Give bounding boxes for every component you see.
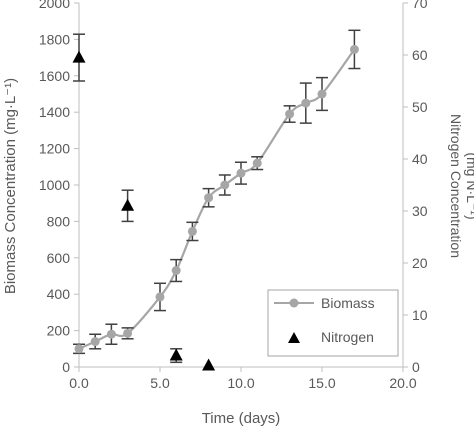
biomass-point	[187, 226, 197, 236]
legend-box	[267, 289, 399, 357]
biomass-point	[301, 98, 311, 108]
biomass-point	[90, 337, 100, 347]
x-tick-label: 15.0	[308, 375, 335, 391]
legend-biomass-label: Biomass	[321, 295, 375, 311]
nitrogen-point	[202, 358, 216, 371]
biomass-point	[123, 328, 133, 338]
biomass-point	[171, 266, 181, 276]
y-left-tick-label: 1400	[39, 104, 70, 120]
legend-biomass-marker	[289, 298, 299, 308]
biomass-point	[204, 193, 214, 203]
biomass-point	[317, 89, 327, 99]
nitrogen-point	[121, 198, 135, 211]
y-right-axis-title-line1: Nitrogen Concentration	[448, 114, 464, 258]
y-left-tick-label: 0	[62, 359, 70, 375]
nitrogen-point	[72, 50, 86, 63]
y-right-tick-label: 0	[412, 359, 420, 375]
biomass-point	[106, 329, 116, 339]
y-left-tick-label: 1600	[39, 68, 70, 84]
x-axis-tick-labels: 0.0 5.0 10.0 15.0 20.0	[69, 367, 417, 391]
x-tick-label: 0.0	[69, 375, 89, 391]
biomass-point	[220, 180, 230, 190]
legend-nitrogen-marker	[288, 332, 300, 343]
y-left-tick-label: 1800	[39, 31, 70, 47]
biomass-point	[155, 292, 165, 302]
y-left-axis-title: Biomass Concentration (mg·L⁻¹)	[2, 78, 19, 294]
y-right-tick-label: 20	[412, 255, 428, 271]
x-tick-label: 10.0	[227, 375, 254, 391]
y-right-tick-label: 70	[412, 0, 428, 11]
y-right-axis-title-line2: (mg N·L⁻¹)	[464, 152, 474, 219]
x-tick-label: 20.0	[389, 375, 416, 391]
y-right-tick-label: 10	[412, 307, 428, 323]
legend-nitrogen-label: Nitrogen	[321, 329, 374, 345]
y-left-axis-tick-labels: 0 200 400 600 800 1000 1200 1400 1600 1800 2000	[39, 0, 79, 375]
y-left-tick-label: 800	[47, 213, 71, 229]
biomass-point	[74, 344, 84, 354]
y-right-tick-label: 50	[412, 99, 428, 115]
biomass-point	[349, 44, 359, 54]
x-axis-title: Time (days)	[202, 410, 281, 427]
y-left-tick-label: 2000	[39, 0, 70, 11]
x-tick-label: 5.0	[150, 375, 170, 391]
y-right-axis-tick-labels: 0 10 20 30 40 50 60 70	[403, 0, 428, 375]
y-left-tick-label: 600	[47, 250, 71, 266]
nitrogen-point	[169, 348, 183, 361]
y-left-tick-label: 1000	[39, 177, 70, 193]
y-left-tick-label: 200	[47, 323, 71, 339]
biomass-point	[236, 168, 246, 178]
y-right-tick-label: 40	[412, 151, 428, 167]
y-right-tick-label: 30	[412, 203, 428, 219]
series-layer	[72, 29, 361, 371]
y-left-tick-label: 1200	[39, 141, 70, 157]
y-right-tick-label: 60	[412, 47, 428, 63]
legend: Biomass Nitrogen	[267, 289, 399, 357]
biomass-point	[252, 158, 262, 168]
y-left-tick-label: 400	[47, 286, 71, 302]
biomass-point	[285, 109, 295, 119]
